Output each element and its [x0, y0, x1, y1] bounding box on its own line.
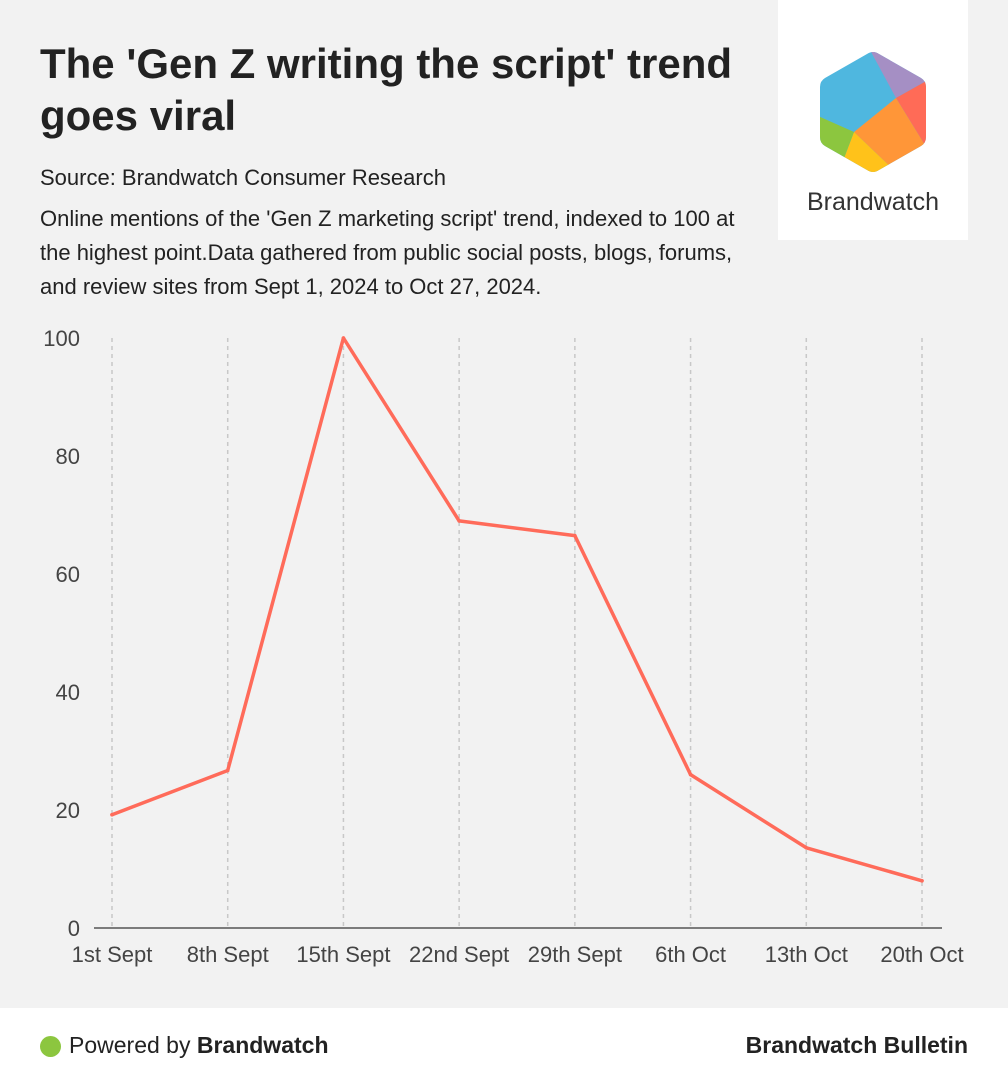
x-tick-label: 8th Sept [187, 942, 269, 967]
x-axis-ticks: 1st Sept 8th Sept 15th Sept 22nd Sept 29th S… [72, 942, 964, 967]
data-point-0 [110, 812, 114, 817]
brandwatch-logo: Brandwatch [778, 0, 968, 240]
x-tick-label: 22nd Sept [409, 942, 509, 967]
data-point-7 [920, 879, 924, 883]
chart-source: Source: Brandwatch Consumer Research [40, 165, 446, 190]
line-chart: 0 20 40 60 80 100 1st Sept 8th Sept 15th Sept 22… [43, 326, 964, 967]
brandwatch-dot-icon [40, 1036, 61, 1057]
chart-description: Online mentions of the 'Gen Z marketing … [40, 206, 735, 299]
x-tick-label: 13th Oct [765, 942, 848, 967]
y-tick-label: 0 [68, 916, 80, 941]
brandwatch-logo-wordmark: Brandwatch [806, 188, 940, 216]
data-point-2 [341, 336, 346, 340]
data-point-6 [804, 845, 809, 850]
chart-title: The 'Gen Z writing the script' trend goe… [40, 40, 733, 139]
series-points [110, 336, 924, 883]
data-point-1 [225, 768, 230, 773]
data-point-4 [573, 533, 577, 538]
data-point-3 [457, 519, 461, 523]
chart-gridlines [111, 338, 923, 928]
y-tick-label: 80 [56, 444, 80, 469]
x-tick-label: 20th Oct [880, 942, 963, 967]
data-point-5 [688, 772, 693, 777]
x-tick-label: 15th Sept [296, 942, 390, 967]
footer: Powered by Brandwatch Brandwatch Bulleti… [0, 1008, 1008, 1084]
powered-by-prefix: Powered by [69, 1032, 191, 1058]
brandwatch-bulletin-label: Brandwatch Bulletin [745, 1032, 968, 1058]
y-tick-label: 100 [43, 326, 80, 351]
y-tick-label: 60 [56, 562, 80, 587]
y-tick-label: 40 [56, 680, 80, 705]
x-tick-label: 6th Oct [655, 942, 726, 967]
y-tick-label: 20 [56, 798, 80, 823]
powered-by: Powered by Brandwatch [69, 1032, 329, 1059]
powered-by-brand: Brandwatch [196, 1032, 329, 1058]
x-tick-label: 29th Sept [528, 942, 622, 967]
y-axis-ticks: 0 20 40 60 80 100 [43, 326, 80, 941]
x-tick-label: 1st Sept [72, 942, 153, 967]
brandwatch-hexagon-icon [820, 52, 926, 172]
series-line [110, 336, 924, 883]
